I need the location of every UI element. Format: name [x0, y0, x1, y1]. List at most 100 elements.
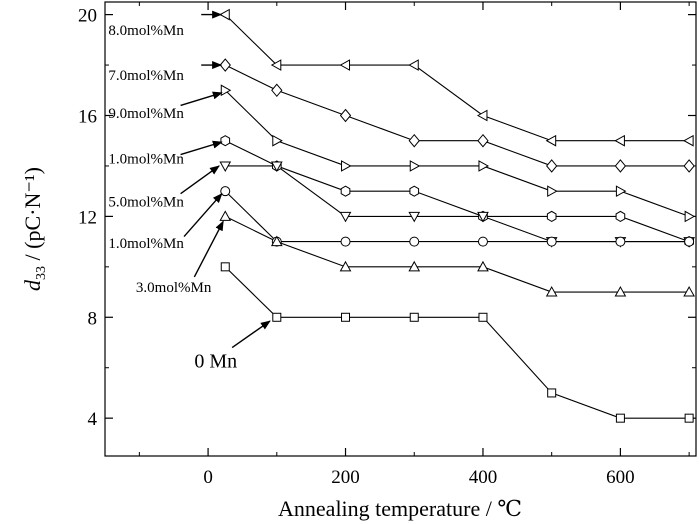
- data-point: [339, 59, 351, 71]
- annotation-arrow: [180, 165, 220, 195]
- x-axis-title: Annealing temperature / ℃: [278, 496, 522, 521]
- series-line: [225, 165, 690, 243]
- data-point: [340, 236, 351, 247]
- data-point: [409, 236, 420, 247]
- series-line: [225, 140, 690, 243]
- data-point: [409, 185, 420, 197]
- data-point: [477, 133, 489, 148]
- y-tick-label: 4: [88, 409, 98, 430]
- data-point: [684, 413, 694, 423]
- series-line: [225, 64, 690, 167]
- data-point: [408, 59, 419, 71]
- axis-ticks: [105, 2, 696, 456]
- data-point: [683, 286, 695, 297]
- data-point: [546, 210, 557, 222]
- data-point: [545, 134, 557, 147]
- annotation-arrow: [180, 140, 223, 156]
- series-markers: [219, 8, 696, 423]
- data-point: [339, 260, 352, 272]
- series-line: [224, 266, 690, 419]
- data-point: [219, 210, 232, 221]
- y-tick-label: 12: [78, 207, 97, 228]
- data-point: [220, 186, 231, 197]
- data-point: [219, 58, 231, 72]
- data-point: [219, 161, 232, 172]
- data-point: [684, 210, 696, 223]
- data-point: [683, 134, 694, 147]
- data-point: [272, 312, 282, 322]
- x-tick-label: 200: [331, 467, 360, 488]
- y-tick-label: 20: [78, 6, 97, 27]
- series-lines: [224, 14, 690, 419]
- data-point: [614, 286, 627, 297]
- data-point: [220, 135, 231, 147]
- data-point: [477, 236, 488, 247]
- data-point: [409, 160, 421, 172]
- data-point: [614, 134, 625, 147]
- annotation-label: 8.0mol%Mn: [108, 23, 184, 39]
- data-point: [219, 8, 230, 21]
- data-point: [478, 160, 489, 172]
- annotation-label: 5.0mol%Mn: [108, 194, 184, 210]
- data-point: [340, 185, 351, 197]
- data-point: [270, 59, 282, 71]
- data-point: [339, 211, 352, 223]
- data-point: [408, 260, 421, 272]
- y-tick-label: 8: [88, 308, 98, 329]
- x-tick-label: 600: [606, 467, 635, 488]
- data-point: [220, 84, 232, 97]
- data-point: [683, 159, 695, 173]
- annotation-label: 0 Mn: [194, 351, 237, 373]
- data-point: [341, 160, 352, 172]
- annotation-label: 1.0mol%Mn: [108, 236, 184, 252]
- data-point: [408, 133, 420, 148]
- data-point: [270, 161, 283, 172]
- data-point: [684, 236, 695, 247]
- data-point: [615, 236, 626, 247]
- annotation-label: 3.0mol%Mn: [136, 280, 212, 296]
- data-point: [547, 388, 557, 398]
- y-axis-title-symbol: d: [20, 279, 45, 291]
- series-line: [224, 89, 690, 217]
- y-axis-title-unit: / (pC·N⁻¹): [20, 167, 45, 266]
- data-point: [272, 134, 283, 147]
- series-line: [225, 215, 690, 293]
- data-point: [477, 211, 489, 223]
- annotation-label: 7.0mol%Mn: [108, 68, 184, 84]
- data-point: [220, 262, 230, 272]
- annotation-arrow: [180, 91, 223, 107]
- data-point: [476, 109, 488, 122]
- data-point: [271, 83, 283, 98]
- annotation-arrow: [193, 220, 224, 278]
- data-point: [477, 260, 489, 272]
- series-line: [224, 14, 690, 142]
- data-point: [409, 312, 419, 322]
- data-point: [615, 210, 626, 222]
- data-point: [547, 185, 558, 198]
- y-axis-title: d33 / (pC·N⁻¹): [20, 167, 49, 291]
- y-axis-title-subscript: 33: [34, 266, 49, 280]
- data-point: [546, 159, 558, 173]
- plot-frame: [104, 1, 697, 457]
- x-tick-label: 0: [203, 467, 213, 488]
- annotation-label: 9.0mol%Mn: [108, 106, 184, 122]
- data-point: [615, 413, 625, 423]
- annotation-arrow: [183, 192, 223, 238]
- data-point: [545, 286, 558, 297]
- annotations: 8.0mol%Mn 7.0mol%Mn 9.0mol%Mn 1.0mol%Mn 5.0m…: [108, 10, 271, 373]
- series-line: [224, 190, 690, 243]
- data-point: [614, 159, 627, 173]
- data-point: [270, 235, 283, 247]
- data-point: [478, 312, 488, 322]
- tick-labels: 0 200 400 600 4 8 12 16 20: [78, 6, 635, 488]
- data-point: [546, 236, 557, 247]
- data-point: [339, 108, 352, 123]
- annotation-label: 1.0mol%Mn: [108, 151, 184, 167]
- data-point: [615, 185, 627, 198]
- y-tick-label: 16: [78, 107, 97, 128]
- annotation-arrow: [231, 320, 271, 349]
- x-tick-label: 400: [469, 467, 498, 488]
- data-point: [408, 211, 421, 223]
- data-point: [341, 312, 351, 322]
